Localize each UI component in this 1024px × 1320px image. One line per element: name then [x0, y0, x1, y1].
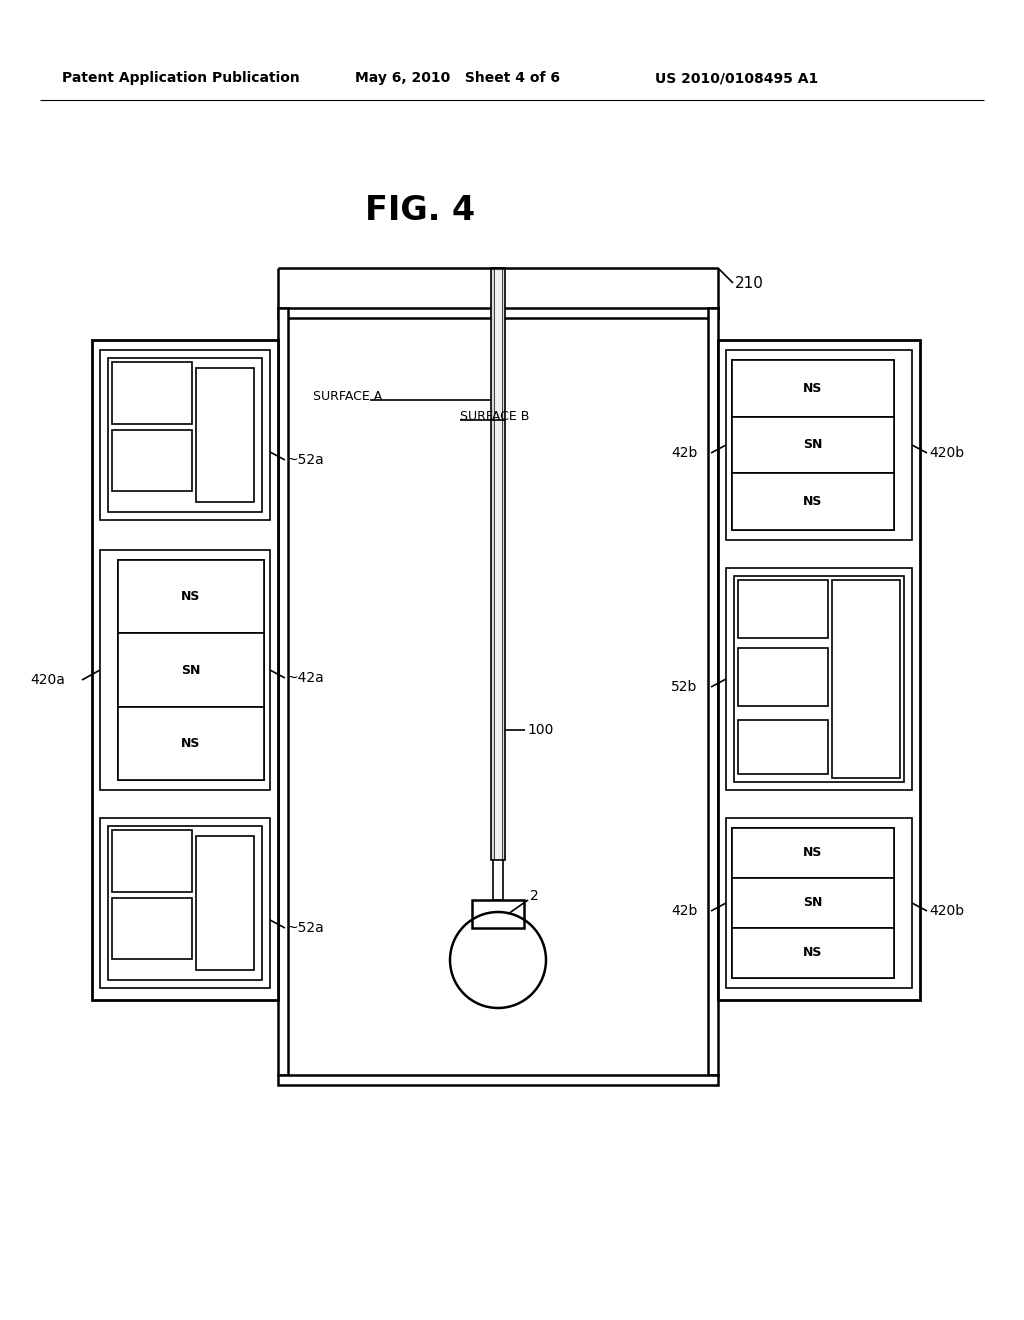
Bar: [732, 360, 894, 531]
Bar: [732, 928, 894, 978]
Bar: [708, 308, 718, 1074]
Text: May 6, 2010   Sheet 4 of 6: May 6, 2010 Sheet 4 of 6: [355, 71, 560, 84]
Text: NS: NS: [803, 495, 822, 508]
Text: NS: NS: [181, 590, 201, 603]
Bar: [92, 341, 278, 1001]
Bar: [118, 560, 264, 780]
Text: 420b: 420b: [929, 446, 965, 459]
Bar: [734, 576, 904, 781]
Text: NS: NS: [803, 381, 822, 395]
Bar: [112, 830, 193, 891]
Bar: [118, 634, 264, 706]
Text: 210: 210: [735, 276, 764, 290]
Text: SURFACE B: SURFACE B: [460, 409, 529, 422]
Bar: [278, 1074, 718, 1085]
Text: 42b: 42b: [671, 904, 697, 917]
Text: SURFACE A: SURFACE A: [313, 389, 382, 403]
Bar: [493, 861, 503, 900]
Bar: [472, 900, 524, 928]
Text: ~52a: ~52a: [287, 921, 325, 935]
Text: Patent Application Publication: Patent Application Publication: [62, 71, 300, 84]
Bar: [196, 368, 254, 502]
Bar: [196, 836, 254, 970]
Bar: [718, 341, 920, 1001]
Bar: [112, 362, 193, 424]
Bar: [108, 826, 262, 979]
Bar: [494, 268, 502, 861]
Bar: [732, 474, 894, 531]
Text: 42b: 42b: [671, 446, 697, 459]
Text: 52b: 52b: [671, 680, 697, 694]
Bar: [738, 648, 827, 706]
Text: US 2010/0108495 A1: US 2010/0108495 A1: [655, 71, 818, 84]
Bar: [732, 417, 894, 474]
Bar: [732, 828, 894, 978]
Text: NS: NS: [181, 737, 201, 750]
Bar: [100, 818, 270, 987]
Bar: [118, 560, 264, 634]
Bar: [278, 308, 718, 318]
Bar: [112, 898, 193, 960]
Bar: [732, 878, 894, 928]
Text: 100: 100: [527, 723, 553, 737]
Text: 420a: 420a: [30, 673, 65, 686]
Bar: [490, 268, 505, 861]
Bar: [732, 828, 894, 878]
Text: FIG. 4: FIG. 4: [365, 194, 475, 227]
Text: SN: SN: [181, 664, 201, 676]
Bar: [831, 579, 900, 777]
Bar: [726, 568, 912, 789]
Bar: [278, 308, 288, 1074]
Bar: [732, 360, 894, 417]
Bar: [100, 550, 270, 789]
Bar: [100, 350, 270, 520]
Text: ~52a: ~52a: [287, 453, 325, 467]
Text: 2: 2: [530, 888, 539, 903]
Text: NS: NS: [803, 846, 822, 859]
Text: 420b: 420b: [929, 904, 965, 917]
Text: NS: NS: [803, 946, 822, 960]
Bar: [118, 706, 264, 780]
Bar: [726, 350, 912, 540]
Text: ~42a: ~42a: [287, 671, 325, 685]
Bar: [726, 818, 912, 987]
Bar: [738, 721, 827, 774]
Bar: [108, 358, 262, 512]
Bar: [112, 429, 193, 491]
Text: SN: SN: [803, 438, 822, 451]
Bar: [738, 579, 827, 638]
Text: SN: SN: [803, 896, 822, 909]
